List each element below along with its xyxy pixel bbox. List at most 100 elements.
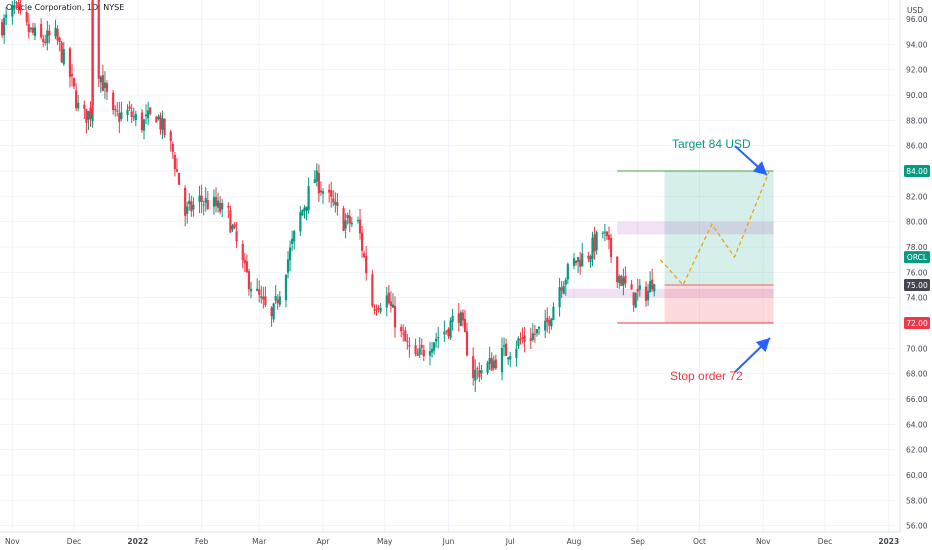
candle[interactable] — [305, 206, 308, 211]
candle[interactable] — [11, 5, 14, 17]
candle[interactable] — [488, 357, 491, 364]
candle[interactable] — [221, 202, 224, 210]
candle[interactable] — [507, 357, 510, 360]
candle[interactable] — [505, 343, 508, 357]
candle[interactable] — [428, 351, 432, 356]
candle[interactable] — [112, 92, 115, 111]
candle[interactable] — [414, 345, 417, 354]
candle[interactable] — [472, 356, 475, 378]
candle[interactable] — [247, 271, 251, 290]
candle[interactable] — [142, 119, 146, 131]
candle[interactable] — [132, 116, 135, 118]
candle[interactable] — [579, 260, 582, 267]
candle[interactable] — [593, 234, 596, 252]
candle[interactable] — [574, 260, 578, 264]
candle[interactable] — [144, 114, 148, 117]
candle[interactable] — [264, 296, 267, 306]
candle[interactable] — [330, 190, 333, 197]
candle[interactable] — [577, 257, 580, 262]
candle[interactable] — [435, 338, 438, 342]
candle[interactable] — [190, 201, 193, 212]
candle[interactable] — [418, 348, 421, 355]
candle[interactable] — [605, 231, 609, 237]
candle[interactable] — [646, 291, 650, 301]
candle[interactable] — [634, 292, 637, 308]
candle[interactable] — [494, 359, 497, 369]
candle[interactable] — [437, 337, 440, 339]
candle[interactable] — [636, 288, 639, 292]
candle[interactable] — [241, 244, 244, 261]
candle[interactable] — [589, 256, 592, 263]
candle[interactable] — [175, 169, 179, 172]
candle[interactable] — [603, 231, 606, 233]
candle[interactable] — [126, 109, 129, 115]
candle[interactable] — [262, 296, 265, 300]
candle[interactable] — [188, 200, 191, 205]
candle[interactable] — [519, 339, 522, 341]
candle[interactable] — [601, 232, 604, 234]
candle[interactable] — [72, 77, 76, 87]
candle[interactable] — [630, 284, 633, 290]
candle[interactable] — [97, 0, 100, 79]
candle[interactable] — [486, 362, 489, 373]
candle[interactable] — [303, 207, 306, 212]
candle[interactable] — [632, 292, 635, 306]
candle[interactable] — [3, 17, 6, 36]
candle[interactable] — [315, 170, 318, 182]
candle[interactable] — [560, 287, 563, 291]
candle[interactable] — [523, 335, 526, 342]
candle[interactable] — [200, 195, 203, 203]
candle[interactable] — [445, 330, 448, 332]
candle[interactable] — [379, 308, 382, 312]
candle[interactable] — [229, 210, 232, 233]
candle[interactable] — [60, 42, 63, 63]
candle[interactable] — [313, 179, 316, 184]
candle[interactable] — [206, 200, 209, 209]
candle[interactable] — [169, 131, 172, 142]
candle[interactable] — [492, 360, 495, 369]
candle[interactable] — [317, 173, 320, 194]
candle[interactable] — [101, 75, 104, 91]
candle[interactable] — [385, 295, 388, 308]
candle[interactable] — [245, 261, 248, 273]
candle[interactable] — [587, 256, 590, 259]
candle[interactable] — [420, 344, 423, 348]
candle[interactable] — [75, 90, 78, 109]
candle[interactable] — [42, 38, 45, 42]
candle[interactable] — [391, 304, 395, 308]
candle[interactable] — [29, 27, 32, 30]
candle[interactable] — [348, 215, 351, 224]
candle[interactable] — [231, 225, 234, 230]
candle[interactable] — [288, 247, 292, 261]
candle[interactable] — [293, 230, 296, 242]
candle[interactable] — [301, 210, 304, 216]
candle[interactable] — [249, 288, 253, 292]
candle[interactable] — [235, 231, 238, 242]
candle[interactable] — [118, 113, 121, 122]
candle[interactable] — [56, 28, 59, 41]
candle[interactable] — [243, 259, 246, 264]
candle[interactable] — [581, 253, 584, 267]
candle[interactable] — [595, 232, 598, 251]
candle[interactable] — [548, 320, 551, 326]
candle[interactable] — [387, 292, 390, 304]
candle[interactable] — [358, 219, 362, 234]
candle[interactable] — [46, 30, 49, 44]
candle[interactable] — [62, 49, 65, 65]
candle[interactable] — [550, 318, 553, 327]
candle[interactable] — [350, 222, 353, 225]
candle[interactable] — [564, 279, 567, 285]
candle[interactable] — [83, 104, 86, 109]
candle[interactable] — [500, 347, 504, 373]
candle[interactable] — [537, 326, 541, 329]
candle[interactable] — [535, 329, 539, 334]
candle[interactable] — [70, 73, 74, 77]
candle[interactable] — [622, 277, 625, 286]
candle[interactable] — [0, 22, 4, 36]
candle[interactable] — [214, 197, 218, 206]
candle[interactable] — [33, 27, 37, 37]
candle[interactable] — [192, 204, 195, 210]
candle[interactable] — [336, 202, 339, 207]
candle[interactable] — [163, 118, 166, 136]
candle[interactable] — [402, 333, 405, 335]
